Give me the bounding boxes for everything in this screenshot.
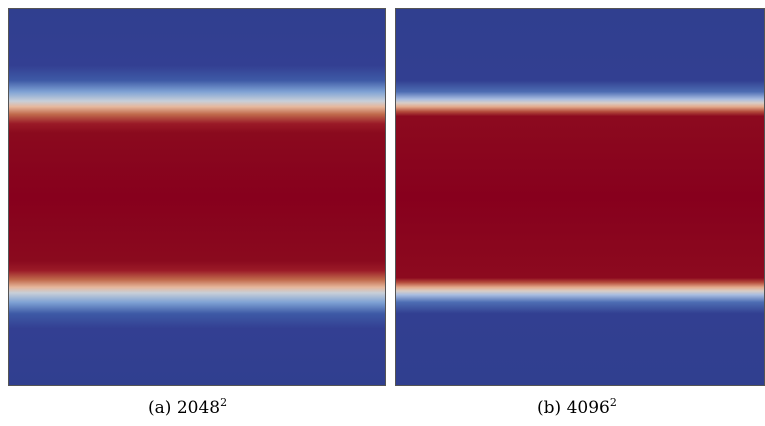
field-plot-b <box>395 8 765 386</box>
caption-a: (a) 20482 <box>148 396 227 418</box>
field-plot-a <box>8 8 386 386</box>
caption-a-tag: (a) <box>148 398 172 418</box>
caption-b: (b) 40962 <box>537 396 617 418</box>
caption-a-base: 2048 <box>176 398 221 418</box>
caption-b-exponent: 2 <box>609 396 617 409</box>
caption-a-exponent: 2 <box>220 396 228 409</box>
caption-b-tag: (b) <box>537 398 562 418</box>
caption-b-base: 4096 <box>566 398 610 418</box>
